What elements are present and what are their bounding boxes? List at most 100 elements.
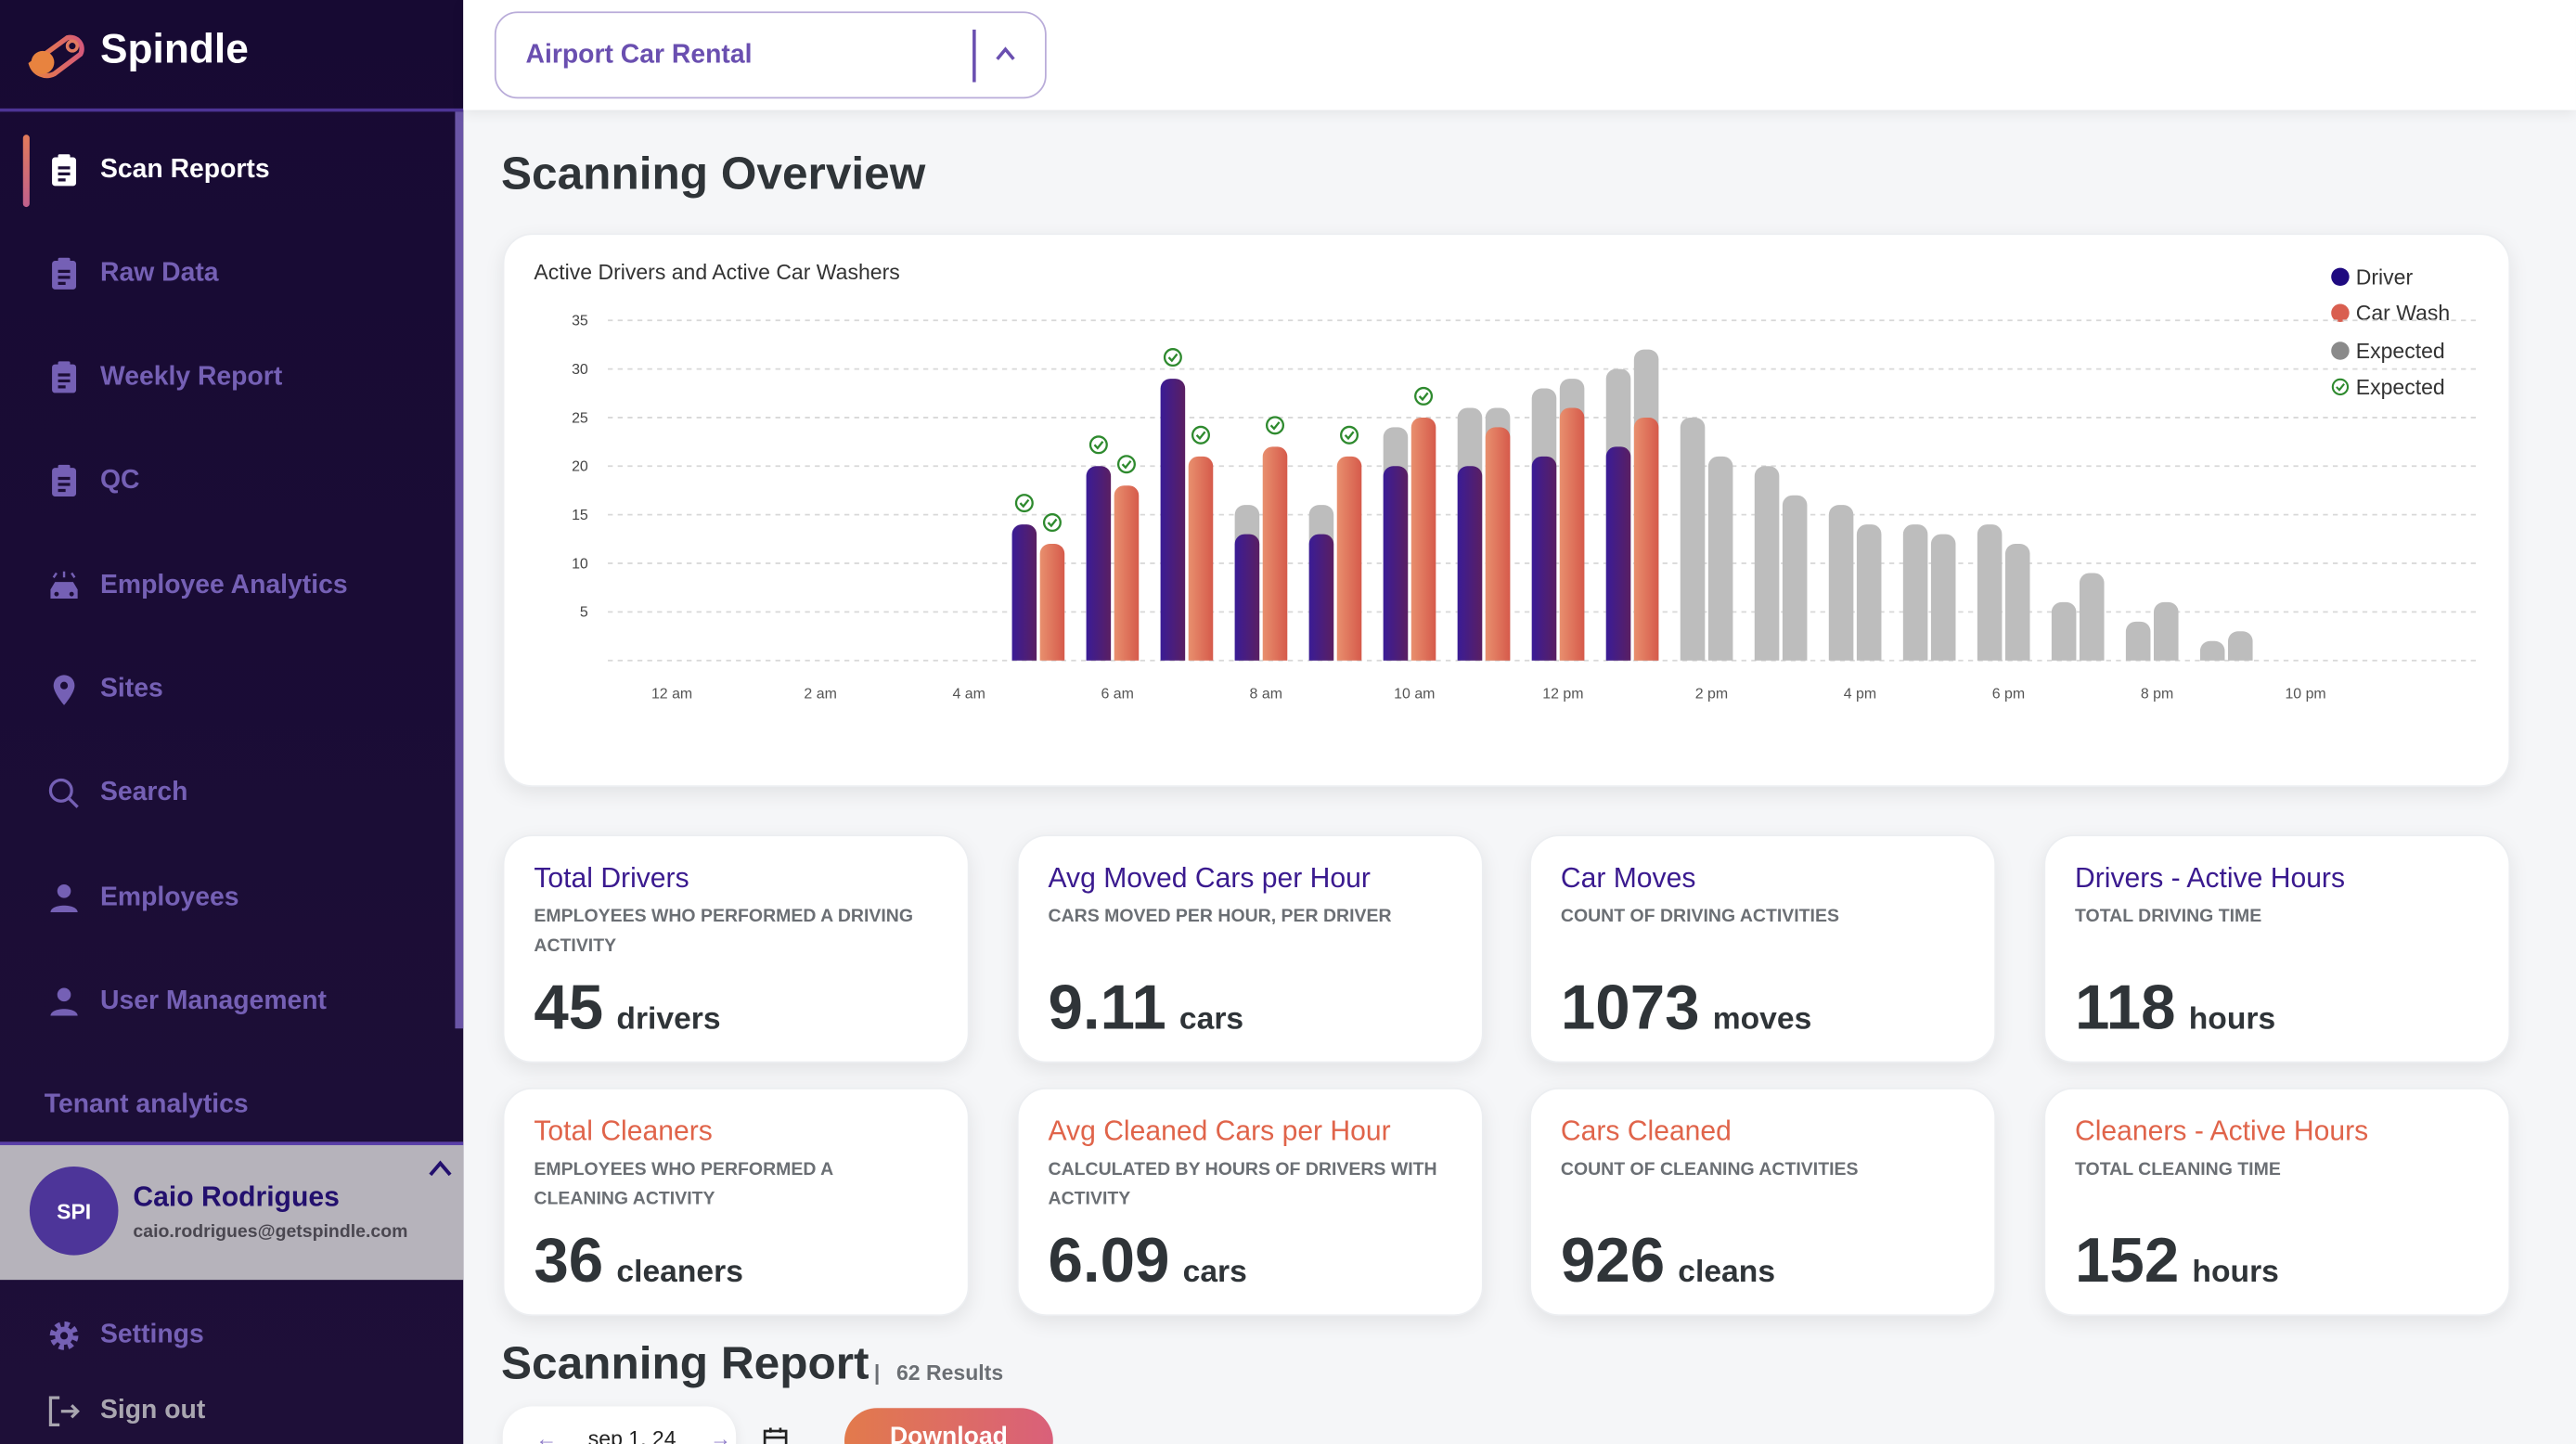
legend-item-car-wash[interactable]: Car Wash bbox=[2331, 295, 2450, 332]
legend-item-expected-met[interactable]: Expected bbox=[2331, 368, 2450, 406]
expected-bar-car-wash[interactable] bbox=[1930, 534, 1956, 677]
next-arrow-icon[interactable]: → bbox=[709, 1425, 731, 1444]
x-tick-label: 8 am bbox=[1250, 686, 1282, 702]
driver-bar[interactable] bbox=[1160, 379, 1186, 677]
driver-bar[interactable] bbox=[1234, 534, 1260, 677]
sign-out-icon bbox=[48, 1396, 80, 1427]
kpi-value: 152 hours bbox=[2075, 1227, 2279, 1297]
expected-bar-car-wash[interactable] bbox=[1782, 495, 1808, 677]
y-tick-label: 5 bbox=[580, 605, 588, 621]
sidebar-item-weekly-report[interactable]: Weekly Report bbox=[0, 345, 455, 411]
tenant-analytics-heading[interactable]: Tenant analytics bbox=[44, 1090, 249, 1119]
driver-bar[interactable] bbox=[1011, 524, 1037, 677]
site-select-divider bbox=[972, 29, 976, 83]
y-tick-label: 35 bbox=[572, 314, 588, 329]
expected-bar-driver[interactable] bbox=[1828, 505, 1854, 677]
kpi-number: 1073 bbox=[1560, 973, 1700, 1044]
expected-bar-driver[interactable] bbox=[2199, 640, 2225, 677]
kpi-value: 118 hours bbox=[2075, 974, 2275, 1045]
sidebar-item-user-management[interactable]: User Management bbox=[0, 970, 455, 1036]
car-wash-bar[interactable] bbox=[1485, 427, 1511, 677]
expected-bar-driver[interactable] bbox=[1680, 417, 1706, 677]
kpi-title: Cars Cleaned bbox=[1560, 1115, 1732, 1147]
car-wash-bar[interactable] bbox=[1633, 417, 1659, 677]
car-wash-bar[interactable] bbox=[1114, 485, 1140, 677]
sidebar-item-sites[interactable]: Sites bbox=[0, 657, 455, 723]
expected-bar-car-wash[interactable] bbox=[2079, 573, 2105, 677]
car-wash-bar[interactable] bbox=[1039, 544, 1065, 677]
expected-bar-car-wash[interactable] bbox=[2228, 631, 2253, 677]
sidebar-scrollbar[interactable] bbox=[455, 111, 464, 1029]
x-tick-label: 12 am bbox=[651, 686, 692, 702]
kpi-number: 926 bbox=[1560, 1227, 1666, 1296]
driver-bar[interactable] bbox=[1383, 466, 1409, 677]
expected-bar-car-wash[interactable] bbox=[2153, 601, 2179, 677]
expected-bar-driver[interactable] bbox=[1754, 466, 1780, 677]
check-circle-icon bbox=[1191, 425, 1210, 445]
person-icon bbox=[50, 883, 78, 913]
sidebar-item-employees[interactable]: Employees bbox=[0, 866, 455, 932]
calendar-icon[interactable] bbox=[762, 1426, 788, 1444]
prev-arrow-icon[interactable]: ← bbox=[535, 1425, 558, 1444]
kpi-card: Cars Cleaned Count of cleaning activitie… bbox=[1529, 1088, 1997, 1317]
check-circle-icon bbox=[1340, 425, 1359, 445]
results-label: 62 Results bbox=[896, 1360, 1004, 1386]
kpi-title: Total Cleaners bbox=[534, 1115, 713, 1147]
logo[interactable]: Spindle bbox=[0, 0, 464, 112]
kpi-value: 9.11 cars bbox=[1049, 974, 1244, 1045]
sidebar-item-label: QC bbox=[99, 466, 140, 495]
car-wash-bar[interactable] bbox=[1410, 417, 1436, 677]
expected-bar-car-wash[interactable] bbox=[2004, 544, 2030, 677]
driver-bar[interactable] bbox=[1086, 466, 1112, 677]
sidebar-item-search[interactable]: Search bbox=[0, 761, 455, 827]
sidebar-item-employee-analytics[interactable]: Employee Analytics bbox=[0, 554, 455, 620]
date-range-picker[interactable]: ← sep 1, 24 → bbox=[502, 1406, 788, 1444]
legend-item-driver[interactable]: Driver bbox=[2331, 258, 2450, 295]
car-wash-bar[interactable] bbox=[1262, 446, 1288, 677]
kpi-subtitle: Employees who performed a driving activi… bbox=[534, 907, 914, 957]
chevron-up-icon[interactable] bbox=[427, 1158, 453, 1178]
clipboard-icon bbox=[52, 464, 77, 496]
kpi-number: 118 bbox=[2075, 973, 2176, 1044]
car-wash-bar[interactable] bbox=[1559, 407, 1585, 677]
top-bar: Airport Car Rental bbox=[463, 0, 2576, 110]
site-select[interactable]: Airport Car Rental bbox=[494, 11, 1047, 99]
check-circle-icon bbox=[1266, 416, 1285, 435]
sidebar-item-raw-data[interactable]: Raw Data bbox=[0, 241, 455, 307]
driver-bar[interactable] bbox=[1308, 534, 1334, 677]
sidebar-item-label: Employees bbox=[99, 883, 239, 912]
car-wash-bar[interactable] bbox=[1336, 456, 1362, 677]
kpi-unit: cleans bbox=[1678, 1255, 1776, 1290]
sidebar-item-qc[interactable]: QC bbox=[0, 448, 455, 514]
x-tick-label: 6 pm bbox=[1992, 686, 2025, 702]
site-select-value: Airport Car Rental bbox=[525, 41, 753, 70]
legend-item-expected[interactable]: Expected bbox=[2331, 332, 2450, 369]
legend-dot bbox=[2331, 341, 2350, 360]
driver-bar[interactable] bbox=[1605, 446, 1631, 677]
user-panel[interactable]: SPI Caio Rodrigues caio.rodrigues@getspi… bbox=[0, 1141, 464, 1281]
chevron-up-icon[interactable] bbox=[994, 45, 1017, 64]
expected-bar-driver[interactable] bbox=[2051, 601, 2077, 677]
spindle-logo-icon bbox=[28, 34, 84, 79]
section-title: Scanning Report bbox=[500, 1337, 869, 1388]
sign-out-button[interactable]: Sign out bbox=[0, 1378, 455, 1444]
kpi-number: 9.11 bbox=[1048, 973, 1166, 1044]
x-tick-label: 4 am bbox=[952, 686, 985, 702]
sidebar-item-scan-reports[interactable]: Scan Reports bbox=[0, 138, 455, 204]
expected-bar-driver[interactable] bbox=[2125, 621, 2151, 677]
active-indicator bbox=[22, 135, 30, 208]
download-button[interactable]: Download bbox=[844, 1408, 1053, 1444]
results-count: | 62 Results bbox=[874, 1360, 1003, 1386]
car-wash-bar[interactable] bbox=[1188, 456, 1214, 677]
chart-title: Active Drivers and Active Car Washers bbox=[534, 259, 900, 285]
expected-bar-car-wash[interactable] bbox=[1856, 524, 1882, 677]
kpi-title: Avg Moved Cars per Hour bbox=[1048, 862, 1371, 895]
expected-bar-driver[interactable] bbox=[1977, 524, 2003, 677]
expected-bar-driver[interactable] bbox=[1902, 524, 1928, 677]
expected-bar-car-wash[interactable] bbox=[1707, 456, 1733, 677]
settings-button[interactable]: Settings bbox=[0, 1303, 455, 1369]
x-tick-label: 2 am bbox=[804, 686, 836, 702]
check-circle-icon bbox=[2331, 379, 2350, 396]
driver-bar[interactable] bbox=[1531, 456, 1557, 677]
driver-bar[interactable] bbox=[1457, 466, 1483, 677]
